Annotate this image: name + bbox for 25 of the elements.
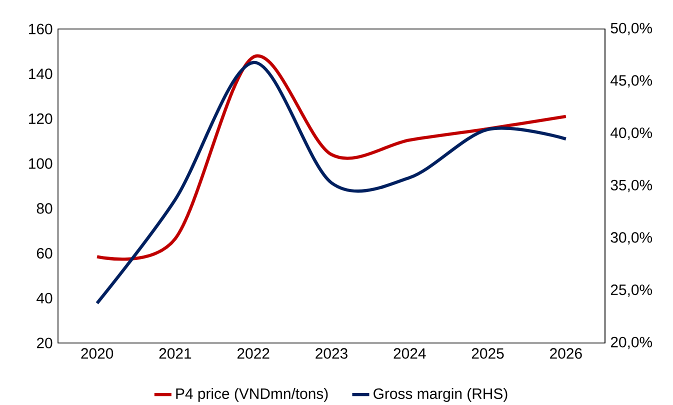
line-series	[95, 60, 568, 305]
x-tick-label: 2020	[81, 348, 114, 359]
y2-tick-label: 20,0%	[610, 336, 652, 350]
y2-tick-label: 35,0%	[610, 180, 652, 192]
y2-tick-label: 50,0%	[610, 22, 652, 36]
y-tick-label: 60	[36, 248, 52, 259]
y2-tick-label: 25,0%	[610, 284, 652, 297]
y2-tick-label: 30,0%	[610, 232, 652, 244]
y-tick-label: 160	[29, 24, 52, 34]
legend-label: P4 price (VNDmn/tons)	[176, 388, 328, 402]
legend-label: Gross margin (RHS)	[374, 388, 508, 402]
y-tick-label: 80	[36, 203, 52, 214]
x-tick-label: 2026	[550, 348, 582, 359]
x-tick-label: 2024	[394, 348, 426, 359]
x-tick-label: 2025	[472, 348, 504, 359]
y-tick-label: 120	[29, 113, 52, 124]
y2-tick-label: 45,0%	[610, 75, 652, 88]
y2-tick-label: 40,0%	[610, 127, 652, 140]
y-tick-label: 20	[36, 338, 52, 348]
y-tick-label: 100	[29, 158, 52, 169]
y-tick-label: 140	[29, 68, 52, 80]
x-tick-label: 2023	[316, 348, 348, 359]
y-tick-label: 40	[36, 292, 52, 304]
x-tick-label: 2021	[159, 348, 192, 359]
x-tick-label: 2022	[237, 348, 270, 359]
